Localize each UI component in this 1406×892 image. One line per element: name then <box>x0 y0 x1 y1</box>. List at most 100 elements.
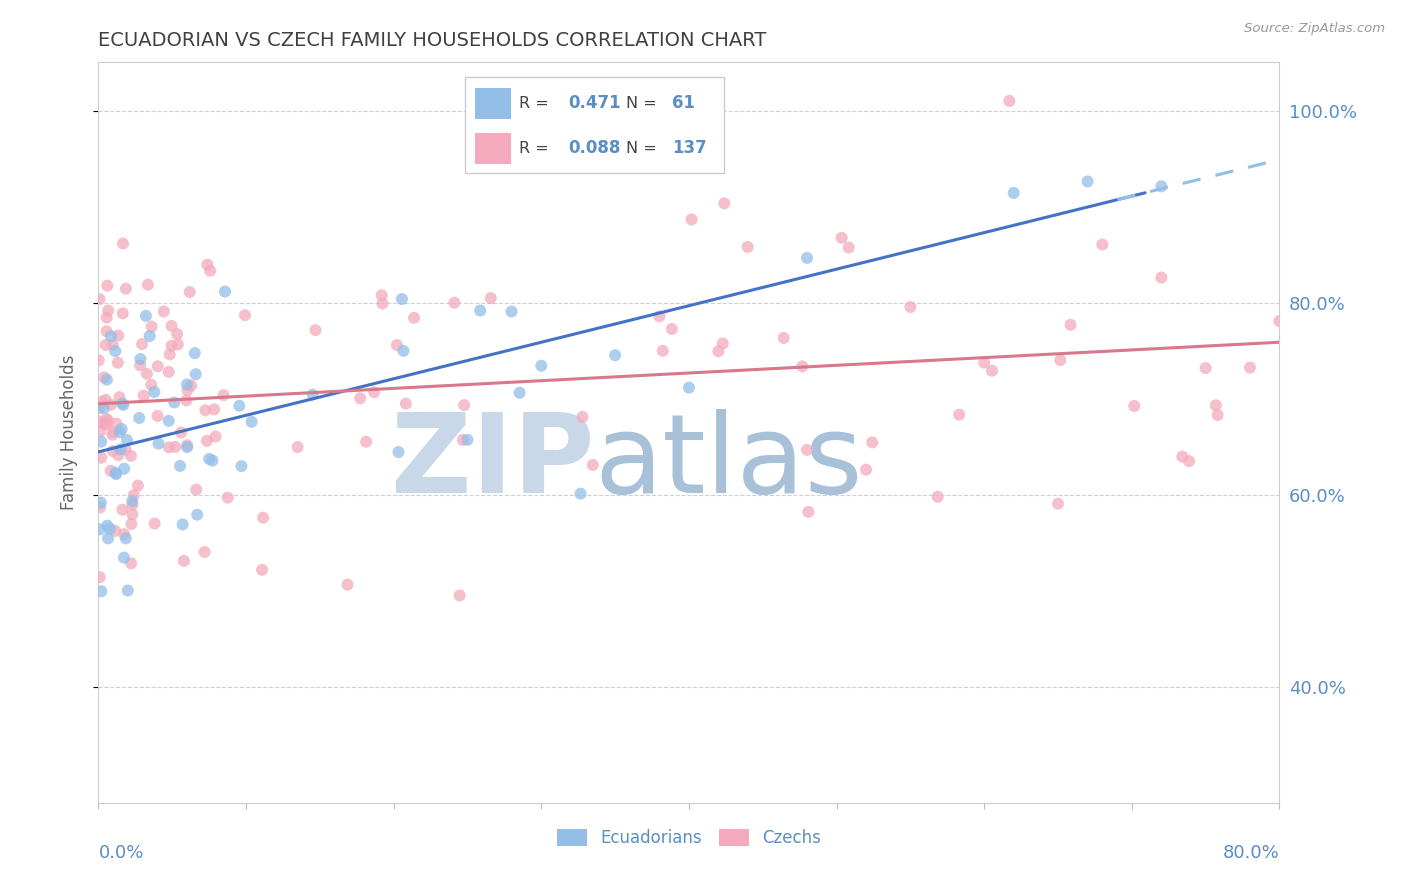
Point <box>93 401 115 416</box>
Point <box>108 390 131 404</box>
Y-axis label: Family Households: Family Households <box>59 355 77 510</box>
Point <box>176 384 198 398</box>
Point <box>1239 360 1261 375</box>
Point <box>172 517 194 532</box>
Point <box>90 495 112 509</box>
Point <box>108 425 131 439</box>
Point <box>204 429 226 443</box>
Point <box>1178 454 1201 468</box>
Point <box>1077 174 1099 188</box>
Point <box>530 359 553 373</box>
Point <box>89 500 111 515</box>
Point <box>111 396 134 410</box>
Legend: Ecuadorians, Czechs: Ecuadorians, Czechs <box>550 822 828 854</box>
Point <box>1195 361 1218 376</box>
Point <box>252 510 274 524</box>
Point <box>128 411 150 425</box>
Point <box>117 583 139 598</box>
Point <box>198 263 221 277</box>
Point <box>198 451 221 466</box>
Point <box>96 373 118 387</box>
Point <box>792 359 814 374</box>
Point <box>97 413 120 427</box>
Point <box>97 303 120 318</box>
Point <box>115 433 138 447</box>
Point <box>1171 450 1194 464</box>
Point <box>737 240 759 254</box>
Point <box>121 494 143 508</box>
Point <box>1150 270 1173 285</box>
Point <box>385 338 408 352</box>
Point <box>90 434 112 449</box>
Text: 80.0%: 80.0% <box>1223 844 1279 862</box>
Point <box>651 343 673 358</box>
Point <box>114 532 136 546</box>
Point <box>157 365 180 379</box>
Point <box>948 408 970 422</box>
Point <box>104 466 127 480</box>
Point <box>1091 237 1114 252</box>
Point <box>107 328 129 343</box>
Point <box>100 464 122 478</box>
Point <box>796 442 818 457</box>
Point <box>96 310 118 325</box>
Point <box>131 337 153 351</box>
Point <box>120 557 142 571</box>
Text: 0.0%: 0.0% <box>98 844 143 862</box>
Point <box>391 292 413 306</box>
Point <box>1049 353 1071 368</box>
Point <box>159 347 181 361</box>
Point <box>90 394 112 409</box>
Point <box>129 351 152 366</box>
Point <box>143 384 166 399</box>
Point <box>240 415 263 429</box>
Point <box>143 516 166 531</box>
Point <box>160 318 183 333</box>
Point <box>392 343 415 358</box>
Point <box>157 441 180 455</box>
Text: Source: ZipAtlas.com: Source: ZipAtlas.com <box>1244 22 1385 36</box>
Point <box>201 453 224 467</box>
Point <box>135 367 157 381</box>
Point <box>855 463 877 477</box>
Point <box>120 516 142 531</box>
Point <box>96 412 118 426</box>
Point <box>176 393 198 408</box>
Text: ECUADORIAN VS CZECH FAMILY HOUSEHOLDS CORRELATION CHART: ECUADORIAN VS CZECH FAMILY HOUSEHOLDS CO… <box>98 30 766 50</box>
Point <box>89 292 111 306</box>
Point <box>101 444 124 458</box>
Point <box>605 348 627 362</box>
Point <box>1206 408 1229 422</box>
Point <box>100 329 122 343</box>
Point <box>202 402 225 417</box>
Point <box>772 331 794 345</box>
Point <box>711 336 734 351</box>
Point <box>107 356 129 370</box>
Point <box>105 417 128 431</box>
Point <box>1150 179 1173 194</box>
Point <box>228 399 250 413</box>
Point <box>233 308 256 322</box>
Point <box>831 231 853 245</box>
Point <box>169 458 191 473</box>
Point <box>93 370 115 384</box>
Point <box>195 434 218 448</box>
Point <box>582 458 605 472</box>
Point <box>509 385 531 400</box>
Point <box>179 285 201 299</box>
Point <box>451 433 474 447</box>
Point <box>217 491 239 505</box>
Point <box>176 440 198 454</box>
Point <box>94 417 117 432</box>
Point <box>101 427 124 442</box>
Point <box>1059 318 1081 332</box>
Point <box>443 295 465 310</box>
Point <box>1123 399 1146 413</box>
Point <box>998 94 1021 108</box>
Point <box>98 522 121 536</box>
Point <box>97 532 120 546</box>
Point <box>212 388 235 402</box>
Point <box>370 288 392 302</box>
Point <box>111 502 134 516</box>
Point <box>981 364 1004 378</box>
